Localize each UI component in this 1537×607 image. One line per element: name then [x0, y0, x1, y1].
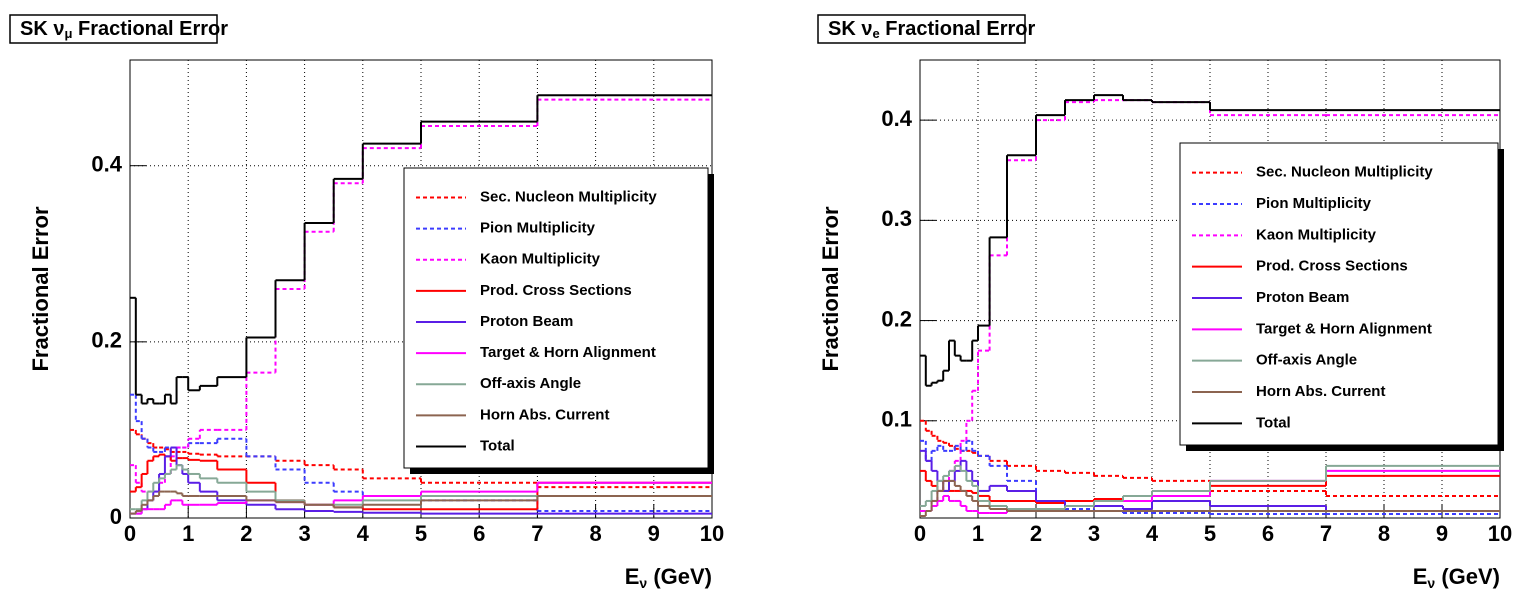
title-part: e — [872, 26, 879, 41]
x-label-part: ν — [1427, 575, 1435, 591]
x-axis-label: Eν (GeV) — [1413, 564, 1500, 591]
legend-label: Total — [1256, 414, 1291, 431]
legend-box — [403, 167, 709, 469]
title-part: μ — [64, 26, 72, 41]
x-tick-label: 9 — [648, 521, 660, 546]
title-part: Fractional Error — [880, 18, 1036, 40]
y-tick-label: 0.4 — [881, 106, 912, 131]
chart-title: SK νμ Fractional Error — [20, 18, 228, 41]
y-axis-label: Fractional Error — [818, 206, 843, 371]
series-group — [130, 94, 712, 515]
x-label-part: E — [625, 564, 640, 589]
x-tick-label: 5 — [1204, 521, 1216, 546]
x-tick-label: 6 — [1262, 521, 1274, 546]
y-tick-label: 0.1 — [881, 407, 912, 432]
legend-label: Proton Beam — [1256, 289, 1349, 306]
legend-label: Sec. Nucleon Multiplicity — [480, 189, 657, 206]
legend-box — [1179, 142, 1499, 446]
x-tick-label: 10 — [1488, 521, 1512, 546]
x-tick-label: 6 — [473, 521, 485, 546]
x-tick-label: 2 — [240, 521, 252, 546]
title-part: SK ν — [828, 18, 872, 40]
x-tick-label: 8 — [1378, 521, 1390, 546]
legend-label: Pion Multiplicity — [480, 220, 596, 237]
chart-title: SK νe Fractional Error — [828, 18, 1036, 41]
legend-label: Pion Multiplicity — [1256, 195, 1372, 212]
x-tick-label: 0 — [124, 521, 136, 546]
legend-label: Prod. Cross Sections — [480, 282, 632, 299]
x-tick-label: 1 — [972, 521, 984, 546]
x-tick-label: 0 — [914, 521, 926, 546]
title-part: Fractional Error — [72, 18, 228, 40]
title-box — [9, 14, 218, 44]
legend-label: Prod. Cross Sections — [1256, 258, 1408, 275]
legend-label: Proton Beam — [480, 313, 573, 330]
x-tick-label: 3 — [298, 521, 310, 546]
x-axis-label: Eν (GeV) — [625, 564, 712, 591]
y-tick-label: 0.4 — [91, 152, 122, 177]
x-tick-label: 2 — [1030, 521, 1042, 546]
legend-label: Target & Horn Alignment — [480, 344, 656, 361]
title-part: SK ν — [20, 18, 64, 40]
x-label-part: ν — [639, 575, 647, 591]
legend-label: Target & Horn Alignment — [1256, 320, 1432, 337]
y-tick-label: 0.2 — [881, 306, 912, 331]
x-label-part: E — [1413, 564, 1428, 589]
x-tick-label: 1 — [182, 521, 194, 546]
legend-label: Off-axis Angle — [480, 375, 581, 392]
legend-label: Total — [480, 437, 515, 454]
legend-label: Horn Abs. Current — [1256, 383, 1385, 400]
x-tick-label: 9 — [1436, 521, 1448, 546]
x-tick-label: 7 — [531, 521, 543, 546]
x-tick-label: 8 — [589, 521, 601, 546]
y-tick-label: 0 — [110, 504, 122, 529]
x-tick-label: 4 — [1146, 521, 1159, 546]
legend-label: Kaon Multiplicity — [1256, 226, 1377, 243]
y-tick-label: 0.3 — [881, 206, 912, 231]
legend-label: Sec. Nucleon Multiplicity — [1256, 164, 1433, 181]
x-label-part: (GeV) — [1435, 564, 1500, 589]
x-tick-label: 3 — [1088, 521, 1100, 546]
x-tick-label: 4 — [357, 521, 370, 546]
x-tick-label: 5 — [415, 521, 427, 546]
y-axis-label: Fractional Error — [28, 206, 53, 371]
legend-label: Kaon Multiplicity — [480, 251, 601, 268]
x-label-part: (GeV) — [647, 564, 712, 589]
panel: SK νμ Fractional Error 0 1 2 3 4 5 6 7 8 9 10 0 0.2 0.… — [9, 14, 724, 591]
legend-label: Horn Abs. Current — [480, 406, 609, 423]
x-tick-label: 10 — [700, 521, 724, 546]
x-tick-label: 7 — [1320, 521, 1332, 546]
y-tick-label: 0.2 — [91, 328, 122, 353]
series-group — [920, 94, 1500, 517]
legend-label: Off-axis Angle — [1256, 352, 1357, 369]
panel: SK νe Fractional Error 0 1 2 3 4 5 6 7 8 9 10 0.1 0.2… — [817, 14, 1512, 591]
title-box — [817, 14, 1026, 44]
